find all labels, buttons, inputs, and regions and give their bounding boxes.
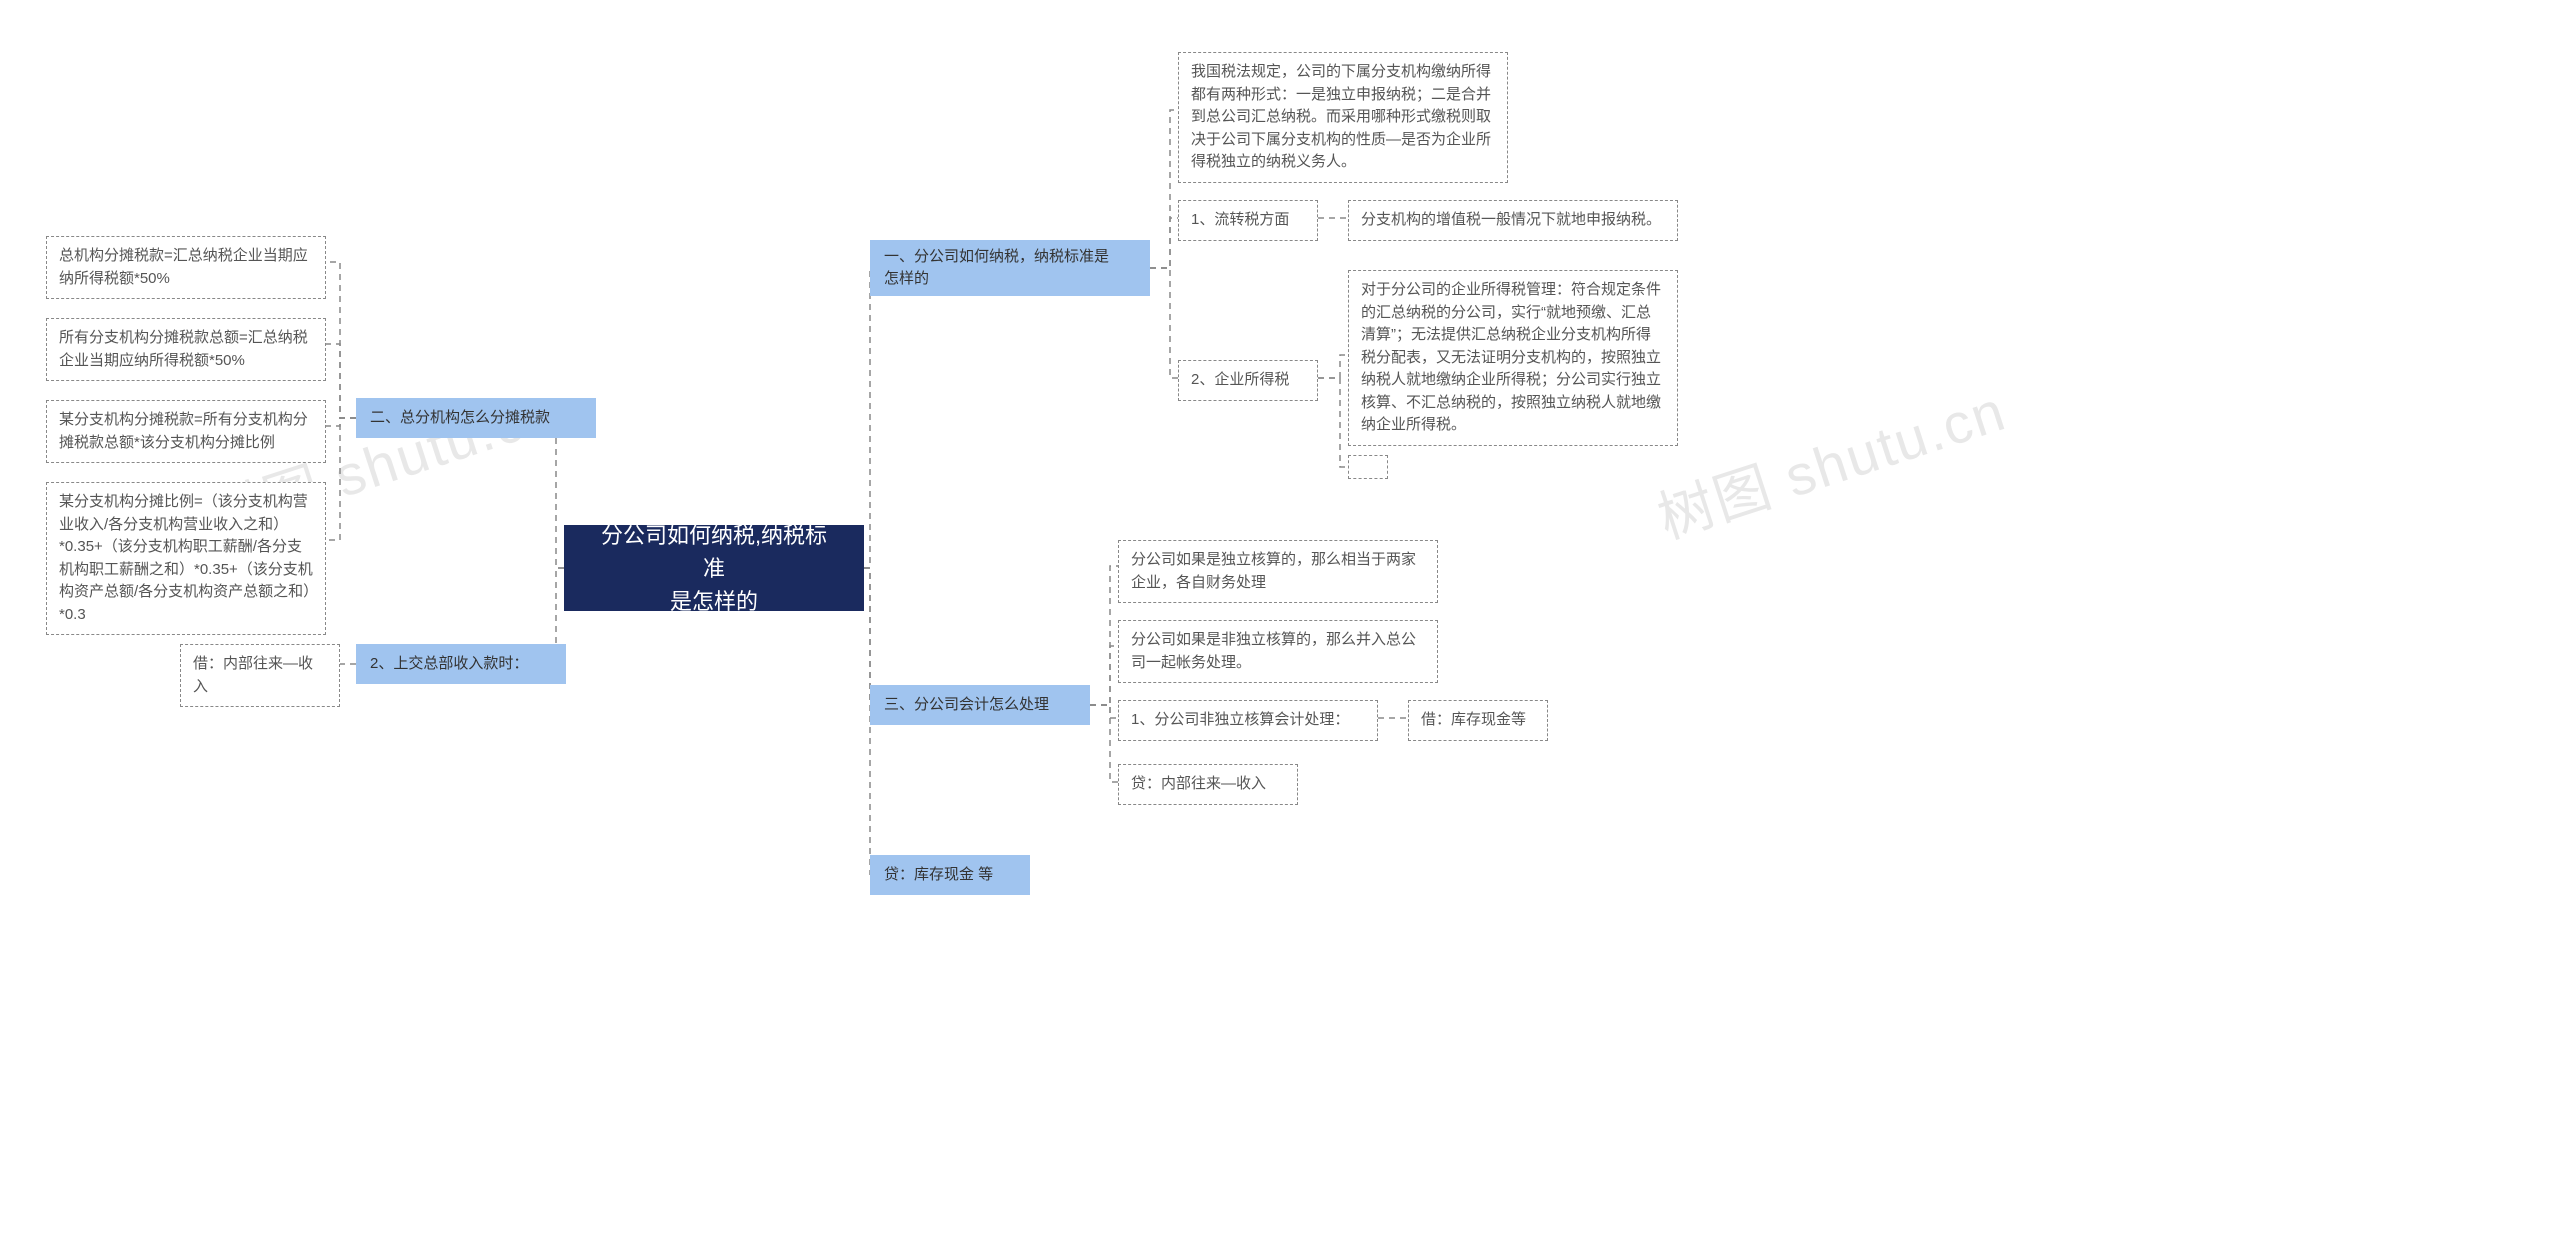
leaf-r3c[interactable]: 1、分公司非独立核算会计处理：	[1118, 700, 1378, 741]
leaf-r1b[interactable]: 1、流转税方面	[1178, 200, 1318, 241]
branch-l1[interactable]: 二、总分机构怎么分摊税款	[356, 398, 596, 438]
root-label: 分公司如何纳税,纳税标准 是怎样的	[592, 519, 836, 618]
leaf-r3c1[interactable]: 借：库存现金等	[1408, 700, 1548, 741]
leaf-l2a-label: 借：内部往来—收入	[193, 655, 313, 695]
leaf-l1b-label: 所有分支机构分摊税款总额=汇总纳税企业当期应纳所得税额*50%	[59, 329, 308, 369]
leaf-l1c[interactable]: 某分支机构分摊税款=所有分支机构分摊税款总额*该分支机构分摊比例	[46, 400, 326, 463]
leaf-l1c-label: 某分支机构分摊税款=所有分支机构分摊税款总额*该分支机构分摊比例	[59, 411, 308, 451]
branch-r3-label: 三、分公司会计怎么处理	[884, 694, 1049, 717]
leaf-l1a-label: 总机构分摊税款=汇总纳税企业当期应纳所得税额*50%	[59, 247, 308, 287]
leaf-r1b1[interactable]: 分支机构的增值税一般情况下就地申报纳税。	[1348, 200, 1678, 241]
leaf-r1c1-label: 对于分公司的企业所得税管理：符合规定条件的汇总纳税的分公司，实行“就地预缴、汇总…	[1361, 281, 1661, 433]
leaf-r3c-label: 1、分公司非独立核算会计处理：	[1131, 711, 1349, 728]
leaf-l2a[interactable]: 借：内部往来—收入	[180, 644, 340, 707]
branch-r1[interactable]: 一、分公司如何纳税，纳税标准是 怎样的	[870, 240, 1150, 296]
leaf-r1c2[interactable]	[1348, 455, 1388, 479]
leaf-r1b1-label: 分支机构的增值税一般情况下就地申报纳税。	[1361, 211, 1661, 228]
mindmap-canvas: 树图 shutu.cn 树图 shutu.cn	[0, 0, 2560, 1257]
branch-r4[interactable]: 贷：库存现金 等	[870, 855, 1030, 895]
leaf-r1c1[interactable]: 对于分公司的企业所得税管理：符合规定条件的汇总纳税的分公司，实行“就地预缴、汇总…	[1348, 270, 1678, 446]
leaf-r3d[interactable]: 贷：内部往来—收入	[1118, 764, 1298, 805]
root-node[interactable]: 分公司如何纳税,纳税标准 是怎样的	[564, 525, 864, 611]
branch-l2[interactable]: 2、上交总部收入款时：	[356, 644, 566, 684]
leaf-l1d-label: 某分支机构分摊比例=（该分支机构营业收入/各分支机构营业收入之和）*0.35+（…	[59, 493, 313, 623]
watermark-2: 树图 shutu.cn	[1646, 366, 2015, 555]
branch-l2-label: 2、上交总部收入款时：	[370, 653, 528, 676]
leaf-l1d[interactable]: 某分支机构分摊比例=（该分支机构营业收入/各分支机构营业收入之和）*0.35+（…	[46, 482, 326, 635]
leaf-r3b[interactable]: 分公司如果是非独立核算的，那么并入总公司一起帐务处理。	[1118, 620, 1438, 683]
leaf-r3a-label: 分公司如果是独立核算的，那么相当于两家企业，各自财务处理	[1131, 551, 1416, 591]
leaf-r3d-label: 贷：内部往来—收入	[1131, 775, 1266, 792]
leaf-r1c-label: 2、企业所得税	[1191, 371, 1289, 388]
leaf-r1a[interactable]: 我国税法规定，公司的下属分支机构缴纳所得都有两种形式：一是独立申报纳税；二是合并…	[1178, 52, 1508, 183]
leaf-l1a[interactable]: 总机构分摊税款=汇总纳税企业当期应纳所得税额*50%	[46, 236, 326, 299]
leaf-r1c[interactable]: 2、企业所得税	[1178, 360, 1318, 401]
leaf-r3c1-label: 借：库存现金等	[1421, 711, 1526, 728]
branch-l1-label: 二、总分机构怎么分摊税款	[370, 407, 550, 430]
leaf-r3a[interactable]: 分公司如果是独立核算的，那么相当于两家企业，各自财务处理	[1118, 540, 1438, 603]
leaf-r1a-label: 我国税法规定，公司的下属分支机构缴纳所得都有两种形式：一是独立申报纳税；二是合并…	[1191, 63, 1491, 170]
branch-r1-label: 一、分公司如何纳税，纳税标准是 怎样的	[884, 246, 1109, 291]
leaf-r1b-label: 1、流转税方面	[1191, 211, 1289, 228]
leaf-r3b-label: 分公司如果是非独立核算的，那么并入总公司一起帐务处理。	[1131, 631, 1416, 671]
branch-r3[interactable]: 三、分公司会计怎么处理	[870, 685, 1090, 725]
leaf-l1b[interactable]: 所有分支机构分摊税款总额=汇总纳税企业当期应纳所得税额*50%	[46, 318, 326, 381]
branch-r4-label: 贷：库存现金 等	[884, 864, 993, 887]
